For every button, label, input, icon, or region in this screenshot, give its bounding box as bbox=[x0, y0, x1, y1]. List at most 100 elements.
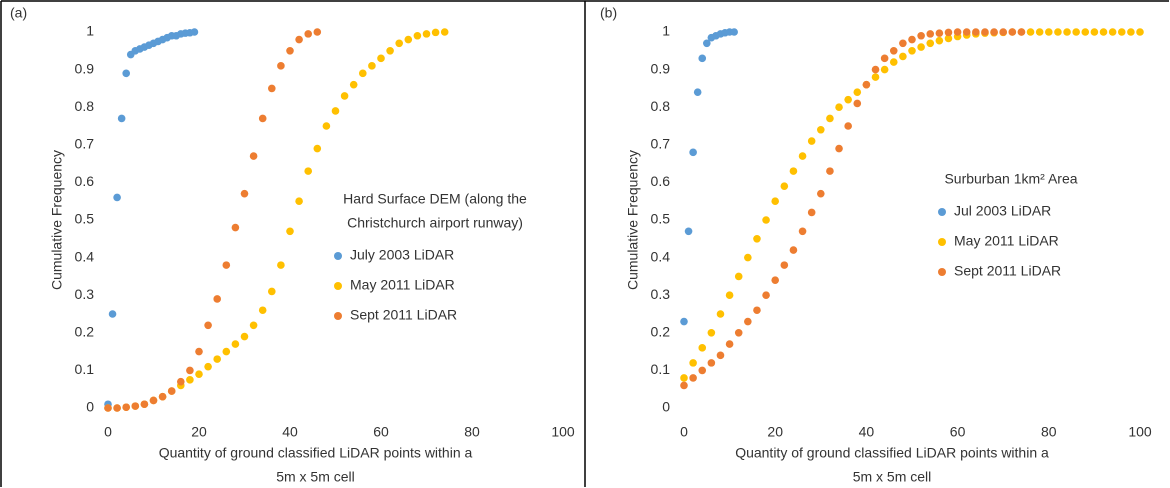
y-tick-label: 0.5 bbox=[651, 211, 671, 227]
point bbox=[716, 310, 725, 318]
legend-swatch bbox=[938, 268, 946, 276]
point bbox=[917, 43, 925, 51]
point bbox=[122, 69, 130, 78]
point bbox=[826, 167, 834, 175]
x-tick-label: 60 bbox=[373, 424, 389, 440]
point bbox=[395, 39, 404, 48]
point bbox=[240, 332, 249, 341]
point bbox=[131, 402, 140, 410]
point bbox=[908, 47, 916, 55]
point bbox=[684, 227, 693, 236]
point bbox=[935, 29, 944, 37]
point bbox=[413, 31, 422, 40]
point bbox=[277, 261, 285, 269]
point bbox=[1099, 28, 1108, 36]
point bbox=[113, 193, 121, 202]
point bbox=[844, 122, 852, 130]
legend-label: Jul 2003 LiDAR bbox=[954, 203, 1051, 219]
point bbox=[789, 167, 798, 175]
point bbox=[349, 80, 358, 89]
point bbox=[917, 31, 925, 40]
point bbox=[108, 310, 117, 318]
point bbox=[249, 321, 258, 330]
point bbox=[190, 28, 199, 36]
point bbox=[304, 167, 313, 175]
x-tick-label: 20 bbox=[767, 424, 783, 440]
point bbox=[899, 39, 907, 48]
point bbox=[771, 276, 779, 284]
point bbox=[340, 92, 349, 100]
point bbox=[1008, 28, 1017, 36]
point bbox=[926, 39, 935, 48]
y-tick-label: 0.9 bbox=[651, 60, 671, 76]
point bbox=[780, 182, 789, 190]
point bbox=[771, 197, 779, 205]
y-tick-label: 0.6 bbox=[651, 173, 671, 189]
point bbox=[744, 317, 752, 326]
point bbox=[862, 80, 871, 89]
point bbox=[844, 95, 852, 104]
point bbox=[167, 387, 176, 395]
legend-title: Hard Surface DEM (along the bbox=[343, 191, 527, 207]
y-tick-label: 0.2 bbox=[651, 324, 671, 340]
x-axis-label: 5m x 5m cell bbox=[276, 469, 355, 485]
y-tick-label: 0.8 bbox=[651, 98, 671, 114]
point bbox=[680, 317, 688, 326]
point bbox=[186, 376, 194, 384]
point bbox=[377, 54, 385, 63]
point bbox=[972, 28, 980, 36]
point bbox=[889, 58, 898, 66]
x-axis-label: Quantity of ground classified LiDAR poin… bbox=[159, 445, 473, 461]
legend-swatch bbox=[334, 312, 342, 320]
point bbox=[730, 28, 738, 36]
point bbox=[990, 28, 998, 36]
x-tick-label: 0 bbox=[680, 424, 688, 440]
point bbox=[1127, 28, 1135, 36]
point bbox=[789, 246, 798, 254]
point bbox=[807, 137, 816, 145]
y-tick-label: 1 bbox=[86, 23, 94, 39]
point bbox=[1072, 28, 1080, 36]
x-tick-label: 80 bbox=[464, 424, 480, 440]
x-tick-label: 80 bbox=[1041, 424, 1057, 440]
y-tick-label: 0.2 bbox=[75, 324, 95, 340]
point bbox=[313, 144, 322, 153]
point bbox=[304, 30, 313, 38]
legend-swatch bbox=[334, 282, 342, 290]
legend-box bbox=[916, 168, 1106, 296]
point bbox=[762, 291, 770, 300]
point bbox=[807, 208, 816, 217]
legend-label: May 2011 LiDAR bbox=[350, 277, 455, 293]
point bbox=[693, 88, 702, 96]
point bbox=[113, 404, 121, 412]
point bbox=[680, 381, 688, 390]
x-tick-label: 100 bbox=[1128, 424, 1152, 440]
point bbox=[835, 144, 843, 153]
legend-swatch bbox=[334, 252, 342, 260]
legend-title: Surburban 1km² Area bbox=[944, 171, 1077, 187]
y-tick-label: 0 bbox=[86, 399, 94, 415]
y-tick-label: 0.5 bbox=[75, 211, 95, 227]
panel-label: (a) bbox=[10, 5, 27, 21]
point bbox=[295, 35, 303, 44]
point bbox=[926, 30, 935, 38]
point bbox=[286, 227, 294, 236]
point bbox=[117, 114, 126, 123]
point bbox=[999, 28, 1007, 36]
y-tick-label: 0.4 bbox=[75, 248, 95, 264]
point bbox=[689, 148, 697, 157]
x-tick-label: 40 bbox=[859, 424, 875, 440]
point bbox=[404, 35, 413, 44]
panel-label: (b) bbox=[600, 5, 617, 21]
point bbox=[889, 47, 898, 55]
y-tick-label: 0.1 bbox=[75, 361, 95, 377]
x-tick-label: 40 bbox=[282, 424, 298, 440]
point bbox=[204, 362, 212, 371]
point bbox=[1035, 28, 1044, 36]
point bbox=[935, 36, 944, 45]
x-tick-label: 0 bbox=[104, 424, 112, 440]
legend-swatch bbox=[938, 208, 946, 216]
x-tick-label: 60 bbox=[950, 424, 966, 440]
